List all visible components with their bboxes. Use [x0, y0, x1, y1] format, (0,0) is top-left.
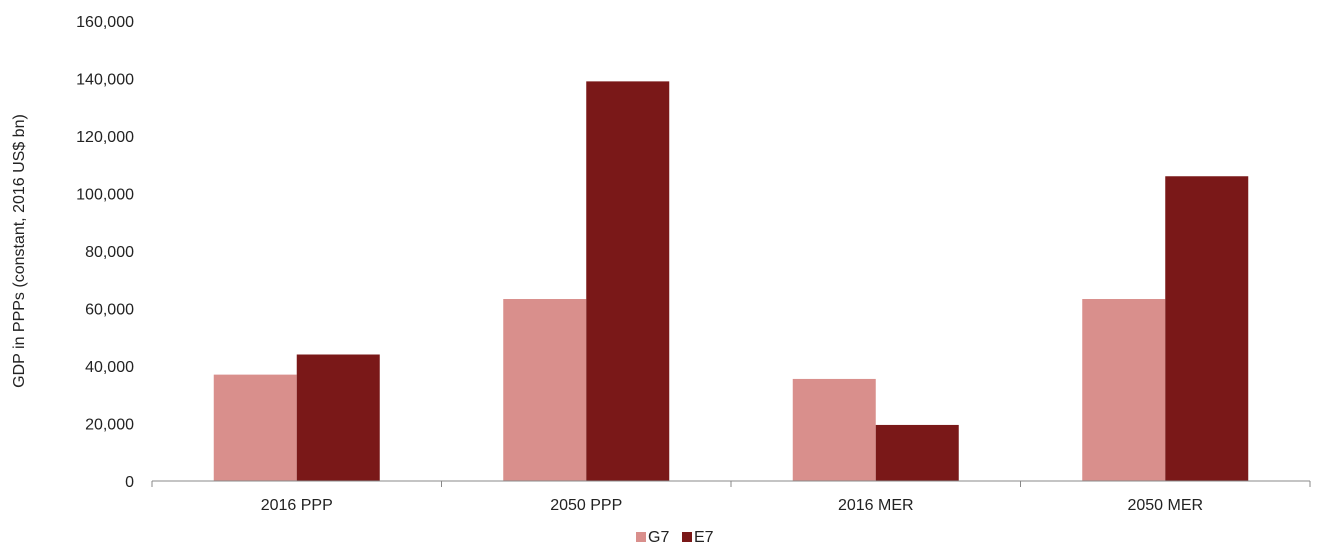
x-category-label: 2050 MER	[1127, 497, 1203, 514]
y-tick-label: 120,000	[76, 129, 134, 146]
bar-e7-0	[296, 354, 380, 481]
x-category-label: 2016 PPP	[261, 497, 333, 514]
bar-e7-1	[586, 81, 670, 481]
y-tick-label: 160,000	[76, 14, 134, 31]
legend-swatch-g7	[636, 532, 646, 542]
y-tick-label: 0	[125, 474, 134, 491]
bar-e7-2	[875, 424, 959, 481]
y-tick-label: 140,000	[76, 72, 134, 89]
bar-g7-3	[1082, 299, 1166, 481]
x-category-label: 2050 PPP	[550, 497, 622, 514]
x-axis: 2016 PPP 2050 PPP 2016 MER 2050 MER	[151, 480, 1311, 514]
y-axis-ticks: 0 20,000 40,000 60,000 80,000 100,000 120,000 1…	[76, 14, 134, 491]
y-tick-label: 20,000	[85, 417, 134, 434]
legend-swatch-e7	[682, 532, 692, 542]
y-tick-label: 80,000	[85, 244, 134, 261]
bar-g7-1	[503, 299, 587, 481]
y-tick-label: 60,000	[85, 302, 134, 319]
legend-label-e7: E7	[694, 529, 714, 546]
x-category-label: 2016 MER	[838, 497, 914, 514]
legend-label-g7: G7	[648, 529, 669, 546]
bar-g7-2	[792, 378, 876, 481]
bar-series	[213, 81, 1249, 481]
y-tick-label: 40,000	[85, 359, 134, 376]
y-axis-title: GDP in PPPs (constant, 2016 US$ bn)	[11, 114, 28, 388]
y-tick-label: 100,000	[76, 187, 134, 204]
bar-e7-3	[1165, 176, 1249, 481]
bar-g7-0	[213, 374, 297, 481]
legend: G7 E7	[636, 529, 714, 546]
